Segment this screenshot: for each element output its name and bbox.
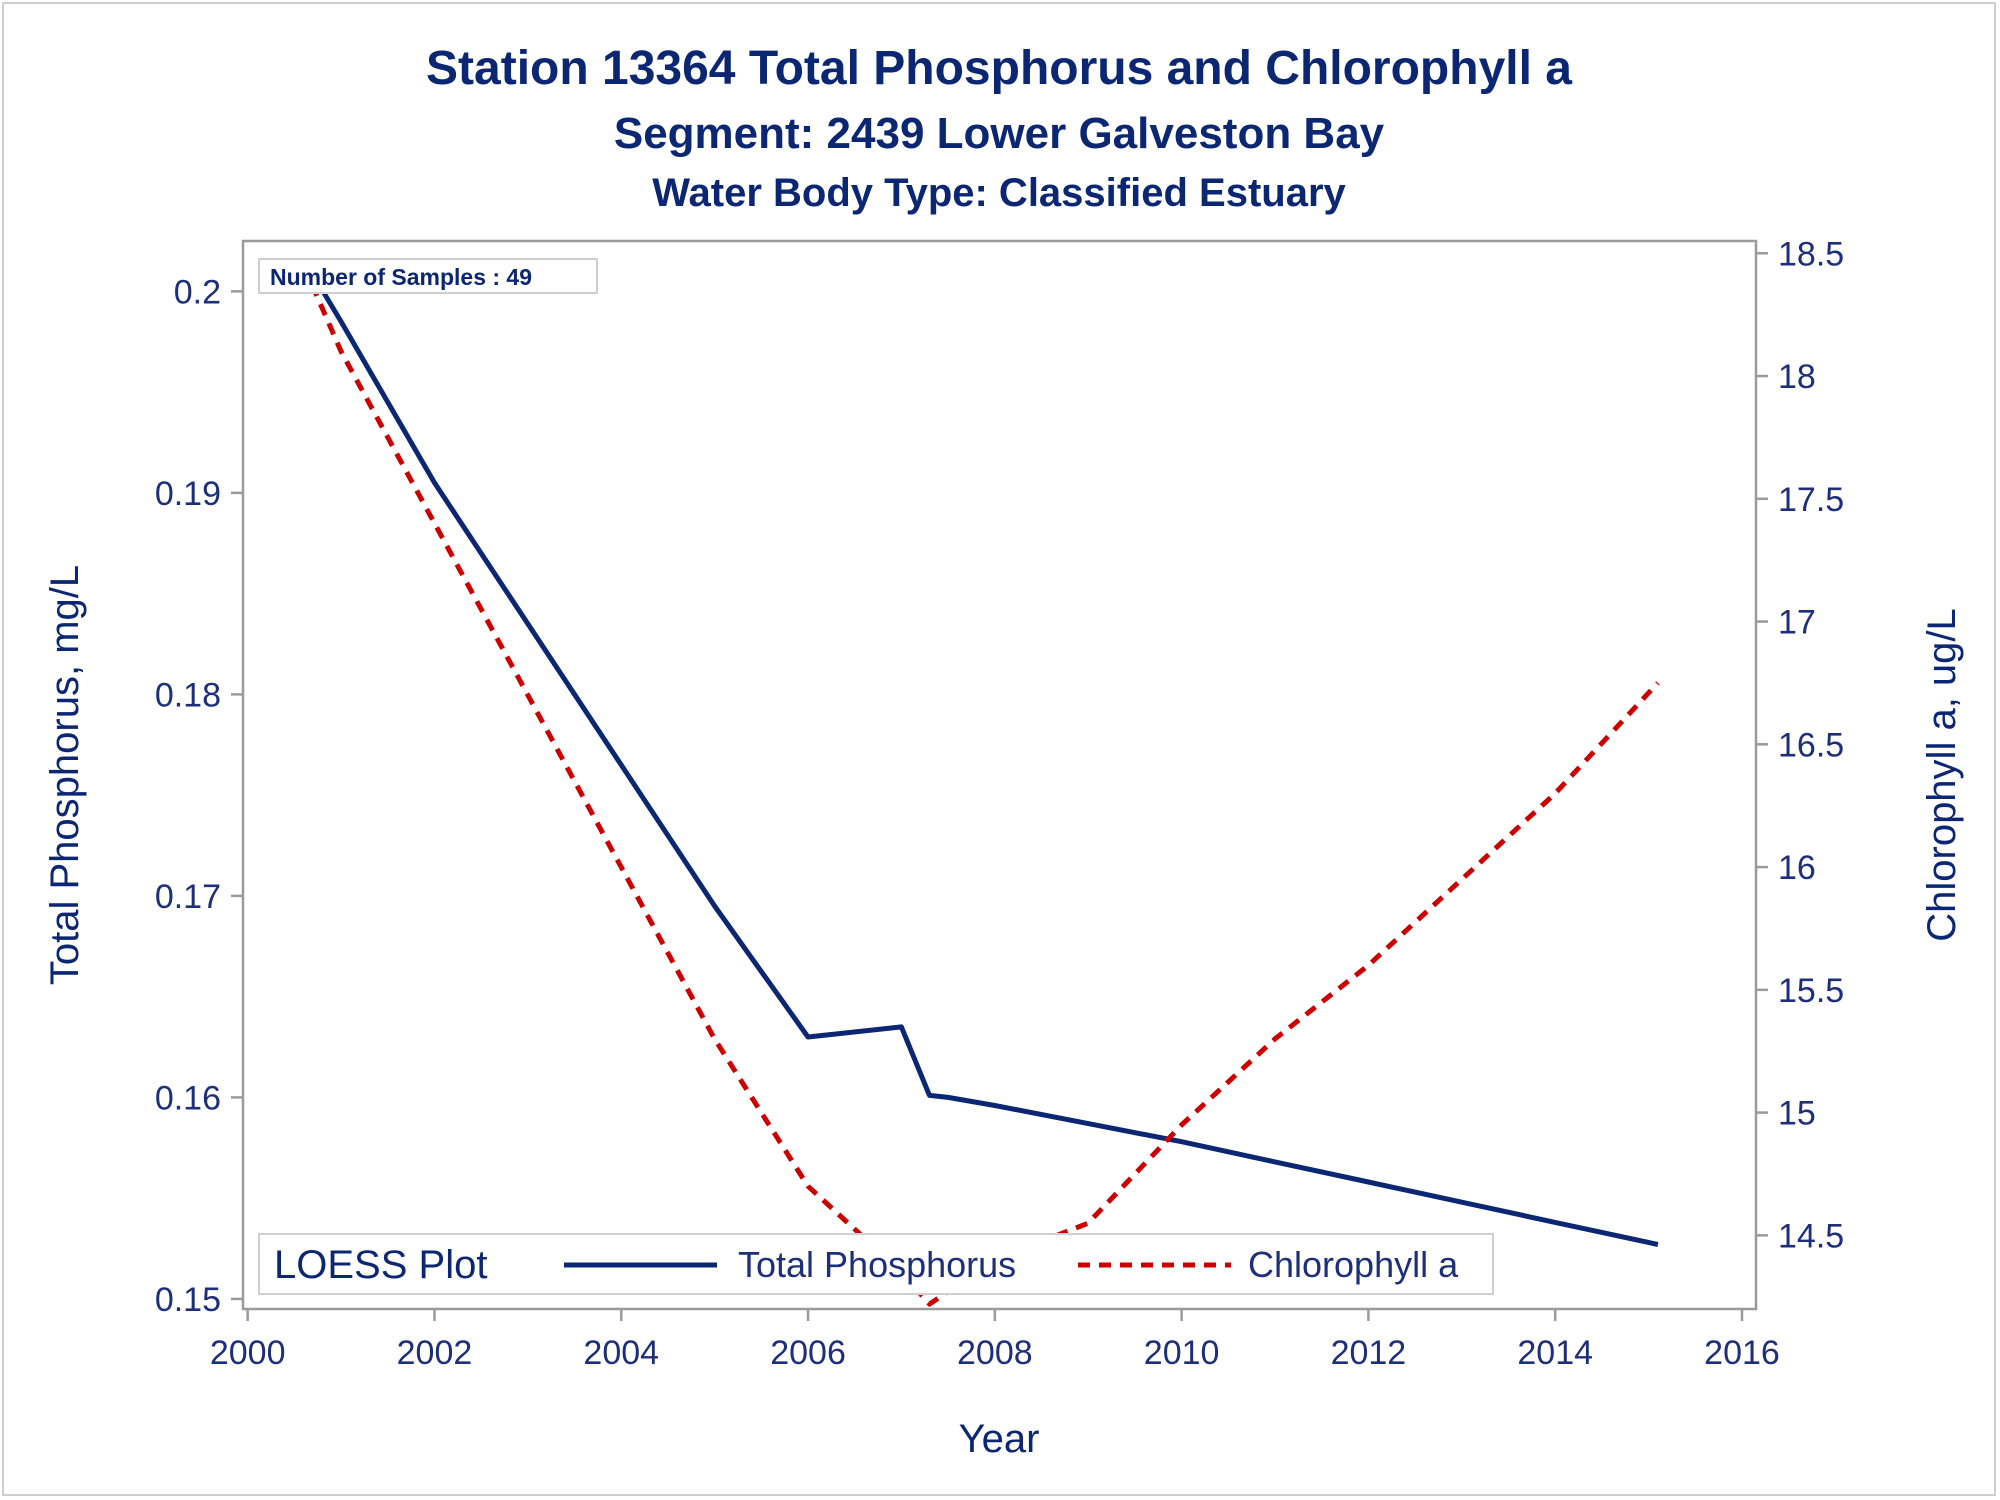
y-right-tick-label-18: 18 (1778, 358, 1816, 396)
y-right-tick-label-14.5: 14.5 (1778, 1217, 1844, 1255)
x-tick-label-2002: 2002 (397, 1334, 473, 1372)
y-right-tick-label-15: 15 (1778, 1095, 1816, 1133)
chart-subtitle-2: Water Body Type: Classified Estuary (652, 171, 1346, 215)
x-tick-label-2012: 2012 (1331, 1334, 1407, 1372)
y-left-tick-label-0.15: 0.15 (155, 1281, 221, 1319)
y-left-tick-label-0.16: 0.16 (155, 1079, 221, 1117)
y-right-tick-label-16: 16 (1778, 849, 1816, 887)
y-axis-left-label: Total Phosphorus, mg/L (43, 565, 87, 985)
sample-count-text: Number of Samples : 49 (270, 264, 532, 290)
x-axis-label: Year (959, 1417, 1040, 1461)
series-line-chlorophyll-a (301, 264, 1660, 1307)
sample-count-frame (258, 258, 598, 294)
chart-title: Station 13364 Total Phosphorus and Chlor… (426, 42, 1572, 95)
y-axis-right: 14.5 15 15.5 16 16.5 17 17.5 18 18.5 (1756, 235, 1844, 1255)
plot-area (241, 239, 1758, 1311)
x-tick-label-2008: 2008 (957, 1334, 1033, 1372)
sample-count-box: Number of Samples : 49 (258, 258, 598, 294)
y-right-tick-label-15.5: 15.5 (1778, 972, 1844, 1010)
y-axis-right-label: Chlorophyll a, ug/L (1920, 608, 1964, 942)
x-tick-label-2000: 2000 (210, 1334, 286, 1372)
x-tick-label-2010: 2010 (1144, 1334, 1220, 1372)
x-tick-label-2016: 2016 (1704, 1334, 1780, 1372)
x-tick-label-2006: 2006 (770, 1334, 846, 1372)
legend-label-chlorophyll-a: Chlorophyll a (1248, 1244, 1459, 1285)
x-tick-label-2014: 2014 (1517, 1334, 1593, 1372)
legend-frame (258, 1233, 1494, 1295)
y-left-tick-label-0.18: 0.18 (155, 676, 221, 714)
legend-title: LOESS Plot (274, 1243, 487, 1287)
y-right-tick-label-16.5: 16.5 (1778, 726, 1844, 764)
y-right-tick-label-17: 17 (1778, 604, 1816, 642)
chart-subtitle: Segment: 2439 Lower Galveston Bay (614, 109, 1385, 158)
y-left-tick-label-0.19: 0.19 (155, 475, 221, 513)
y-axis-left: 0.15 0.16 0.17 0.18 0.19 0.2 (155, 273, 243, 1319)
series-layer (301, 257, 1660, 1307)
legend: LOESS Plot Total Phosphorus Chlorophyll … (258, 1233, 1494, 1295)
y-right-tick-label-18.5: 18.5 (1778, 235, 1844, 273)
y-left-tick-label-0.2: 0.2 (174, 273, 221, 311)
x-axis: 2000 2002 2004 2006 2008 2010 2012 2014 2016 (210, 1309, 1780, 1372)
y-right-tick-label-17.5: 17.5 (1778, 481, 1844, 519)
x-tick-label-2004: 2004 (583, 1334, 659, 1372)
legend-label-total-phosphorus: Total Phosphorus (738, 1244, 1016, 1285)
series-line-total-phosphorus (301, 257, 1659, 1247)
y-left-tick-label-0.17: 0.17 (155, 878, 221, 916)
